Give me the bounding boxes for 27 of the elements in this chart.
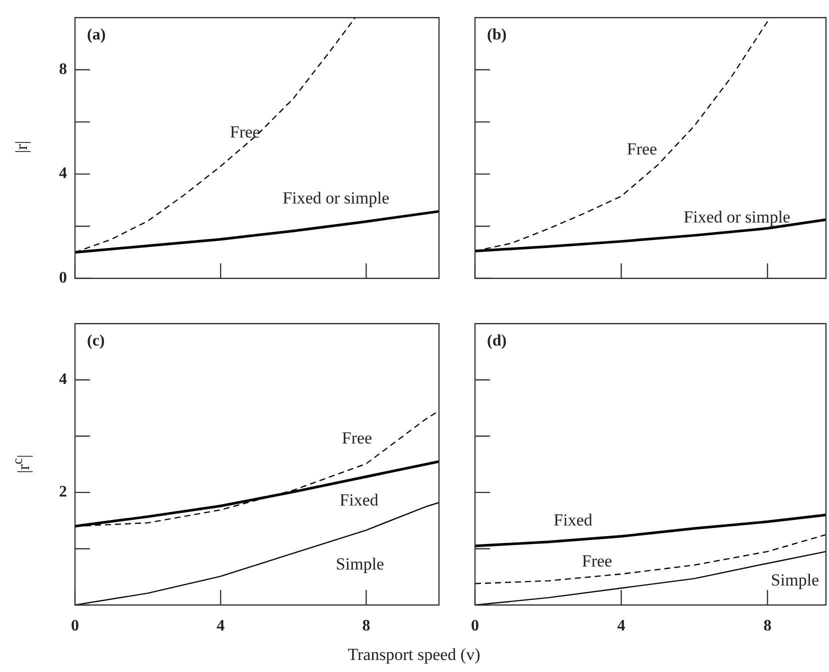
series-label: Simple <box>336 554 384 574</box>
x-tick-label: 0 <box>471 618 479 635</box>
series-label: Free <box>582 551 612 570</box>
series-label: Simple <box>770 570 820 590</box>
text: (b) <box>487 26 507 44</box>
series-label: Fixed <box>340 490 379 510</box>
text: (c) <box>87 332 105 350</box>
x-tick-label: 8 <box>764 618 772 635</box>
series-label: Free <box>342 428 372 448</box>
series-label: Fixed <box>554 510 593 530</box>
series-label: Free <box>230 122 260 142</box>
y-tick-label: 8 <box>59 60 67 78</box>
y-axis-title: |r| <box>12 140 32 153</box>
x-tick-label: 4 <box>617 618 626 635</box>
x-axis-title: Transport speed (v) <box>348 645 480 665</box>
x-tick-label: 4 <box>216 618 225 635</box>
x-tick-label: 8 <box>362 618 370 635</box>
y-tick-label: 0 <box>59 270 67 287</box>
x-tick-label: 0 <box>71 618 79 635</box>
series-label: Fixed or simple <box>684 207 790 226</box>
text: (a) <box>87 26 106 44</box>
y-tick-label: 2 <box>59 484 67 501</box>
y-tick-label: 4 <box>59 371 67 388</box>
series-label: Fixed or simple <box>282 188 390 208</box>
series-label: Free <box>626 139 658 158</box>
text: (d) <box>487 332 507 350</box>
y-tick-label: 4 <box>59 165 67 182</box>
